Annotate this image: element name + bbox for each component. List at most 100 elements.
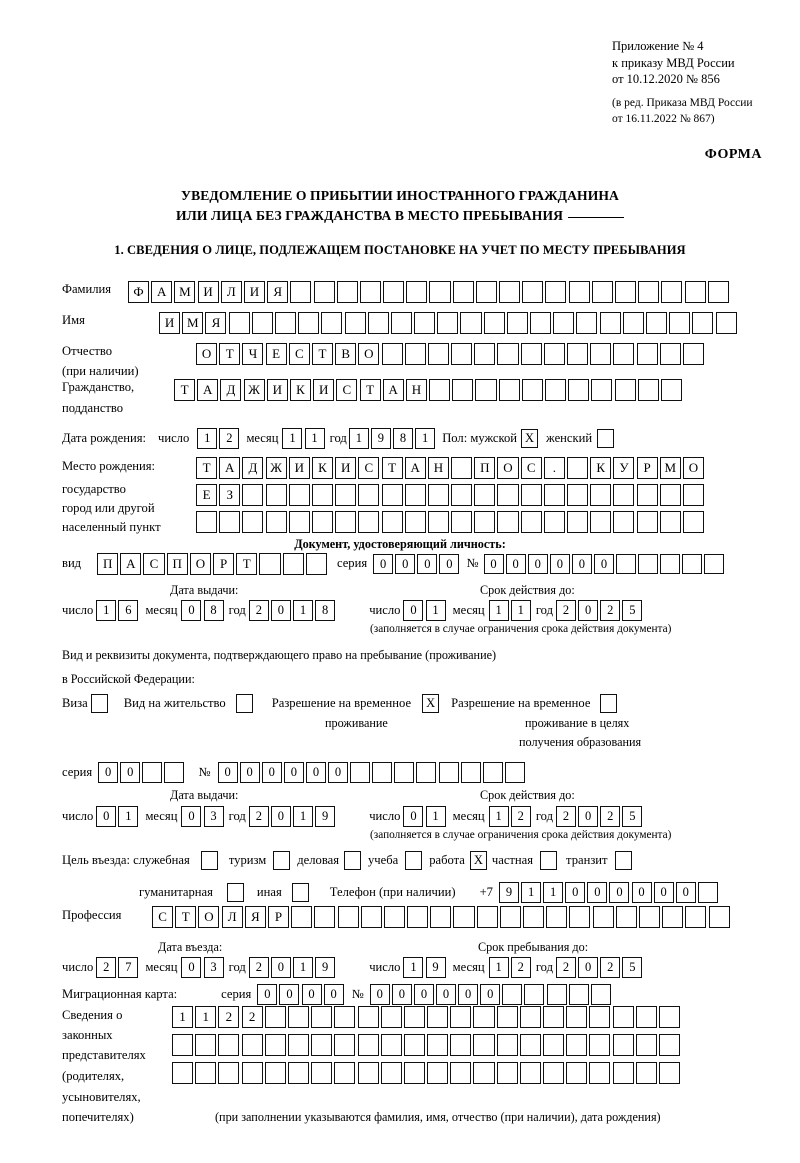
char-cell[interactable] — [474, 343, 496, 365]
char-cell[interactable] — [504, 762, 525, 783]
char-cell[interactable] — [475, 379, 497, 401]
title-blank-line[interactable] — [568, 217, 625, 218]
char-cell[interactable] — [567, 343, 589, 365]
char-cell[interactable] — [502, 984, 523, 1005]
char-cell[interactable] — [390, 312, 412, 334]
char-cell[interactable] — [659, 343, 681, 365]
char-cell[interactable] — [460, 312, 482, 334]
char-cell[interactable]: 9 — [315, 806, 336, 827]
char-cell[interactable] — [590, 984, 611, 1005]
char-cell[interactable] — [566, 1034, 588, 1056]
char-cell[interactable] — [274, 312, 297, 334]
char-cell[interactable]: 0 — [283, 762, 304, 783]
char-cell[interactable]: 0 — [565, 882, 586, 903]
char-cell[interactable] — [498, 379, 520, 401]
char-cell[interactable] — [474, 511, 496, 533]
char-cell[interactable]: 0 — [120, 762, 141, 783]
char-cell[interactable]: 2 — [96, 957, 117, 978]
char-cell[interactable]: О — [198, 906, 220, 928]
char-cell[interactable]: Н — [427, 457, 449, 479]
char-cell[interactable]: 2 — [218, 1006, 240, 1028]
char-cell[interactable]: 1 — [521, 882, 542, 903]
char-cell[interactable] — [451, 484, 473, 506]
char-cell[interactable] — [616, 553, 637, 574]
char-cell[interactable] — [658, 1034, 681, 1056]
char-cell[interactable]: 5 — [622, 957, 643, 978]
char-cell[interactable] — [381, 511, 403, 533]
char-cell[interactable] — [660, 553, 681, 574]
char-cell[interactable] — [545, 379, 567, 401]
char-cell[interactable] — [241, 1062, 263, 1084]
char-cell[interactable] — [682, 511, 705, 533]
char-cell[interactable] — [334, 1062, 356, 1084]
char-cell[interactable]: Л — [221, 906, 243, 928]
char-cell[interactable] — [383, 906, 405, 928]
char-cell[interactable]: 2 — [600, 957, 621, 978]
char-cell[interactable]: У — [613, 457, 635, 479]
char-cell[interactable]: 2 — [600, 600, 621, 621]
char-cell[interactable]: А — [404, 457, 426, 479]
char-cell[interactable] — [287, 1034, 310, 1056]
char-cell[interactable] — [715, 312, 737, 334]
char-cell[interactable]: 0 — [373, 553, 394, 574]
char-cell[interactable]: 0 — [458, 984, 479, 1005]
char-cell[interactable]: 3 — [203, 806, 224, 827]
char-cell[interactable]: Л — [220, 281, 242, 303]
char-cell[interactable]: 0 — [217, 762, 238, 783]
char-cell[interactable]: 0 — [181, 806, 202, 827]
char-cell[interactable]: 2 — [219, 428, 240, 449]
char-cell[interactable] — [242, 511, 264, 533]
char-cell[interactable] — [311, 511, 334, 533]
char-cell[interactable]: 0 — [480, 984, 501, 1005]
char-cell[interactable] — [546, 984, 567, 1005]
char-cell[interactable]: Е — [196, 484, 218, 506]
char-cell[interactable]: Е — [265, 343, 287, 365]
char-cell[interactable] — [522, 281, 544, 303]
char-cell[interactable] — [612, 1062, 634, 1084]
char-cell[interactable]: Н — [405, 379, 427, 401]
char-cell[interactable] — [381, 343, 403, 365]
char-cell[interactable]: Р — [636, 457, 658, 479]
char-cell[interactable] — [403, 1034, 425, 1056]
char-cell[interactable]: С — [152, 906, 174, 928]
char-cell[interactable]: 0 — [413, 984, 434, 1005]
char-cell[interactable] — [344, 312, 366, 334]
char-cell[interactable]: 0 — [270, 806, 291, 827]
char-cell[interactable]: 0 — [301, 984, 322, 1005]
char-cell[interactable] — [287, 1062, 310, 1084]
char-cell[interactable]: М — [182, 312, 204, 334]
char-cell[interactable]: . — [543, 457, 565, 479]
char-cell[interactable]: П — [97, 553, 119, 575]
char-cell[interactable]: 0 — [527, 553, 548, 574]
char-cell[interactable]: 0 — [609, 882, 630, 903]
char-cell[interactable]: 0 — [96, 806, 117, 827]
char-cell[interactable]: 0 — [631, 882, 652, 903]
char-cell[interactable] — [590, 484, 612, 506]
char-cell[interactable]: 9 — [425, 957, 446, 978]
char-cell[interactable] — [692, 312, 714, 334]
char-cell[interactable] — [403, 1062, 425, 1084]
char-cell[interactable] — [614, 379, 636, 401]
char-cell[interactable] — [475, 281, 497, 303]
purpose-tourism-checkbox[interactable] — [273, 851, 291, 870]
char-cell[interactable] — [543, 511, 565, 533]
char-cell[interactable] — [520, 343, 542, 365]
char-cell[interactable] — [521, 379, 543, 401]
char-cell[interactable] — [591, 281, 613, 303]
char-cell[interactable]: 3 — [203, 957, 224, 978]
char-cell[interactable] — [314, 906, 336, 928]
char-cell[interactable] — [452, 379, 474, 401]
char-cell[interactable] — [367, 312, 389, 334]
char-cell[interactable] — [496, 1062, 518, 1084]
char-cell[interactable]: 9 — [315, 957, 336, 978]
char-cell[interactable]: 0 — [270, 957, 291, 978]
char-cell[interactable] — [622, 312, 644, 334]
